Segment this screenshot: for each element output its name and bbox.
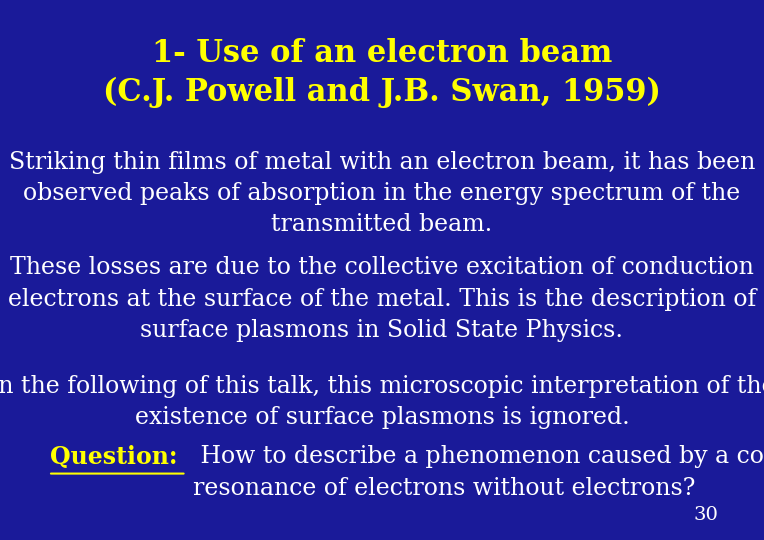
- Text: In the following of this talk, this microscopic interpretation of the
existence : In the following of this talk, this micr…: [0, 375, 764, 429]
- Text: 1- Use of an electron beam
(C.J. Powell and J.B. Swan, 1959): 1- Use of an electron beam (C.J. Powell …: [103, 38, 661, 109]
- Text: Question:: Question:: [50, 446, 177, 469]
- Text: These losses are due to the collective excitation of conduction
electrons at the: These losses are due to the collective e…: [8, 256, 756, 342]
- Text: 30: 30: [693, 506, 718, 524]
- Text: Striking thin films of metal with an electron beam, it has been
observed peaks o: Striking thin films of metal with an ele…: [9, 151, 755, 237]
- Text: How to describe a phenomenon caused by a collective
resonance of electrons witho: How to describe a phenomenon caused by a…: [193, 446, 764, 500]
